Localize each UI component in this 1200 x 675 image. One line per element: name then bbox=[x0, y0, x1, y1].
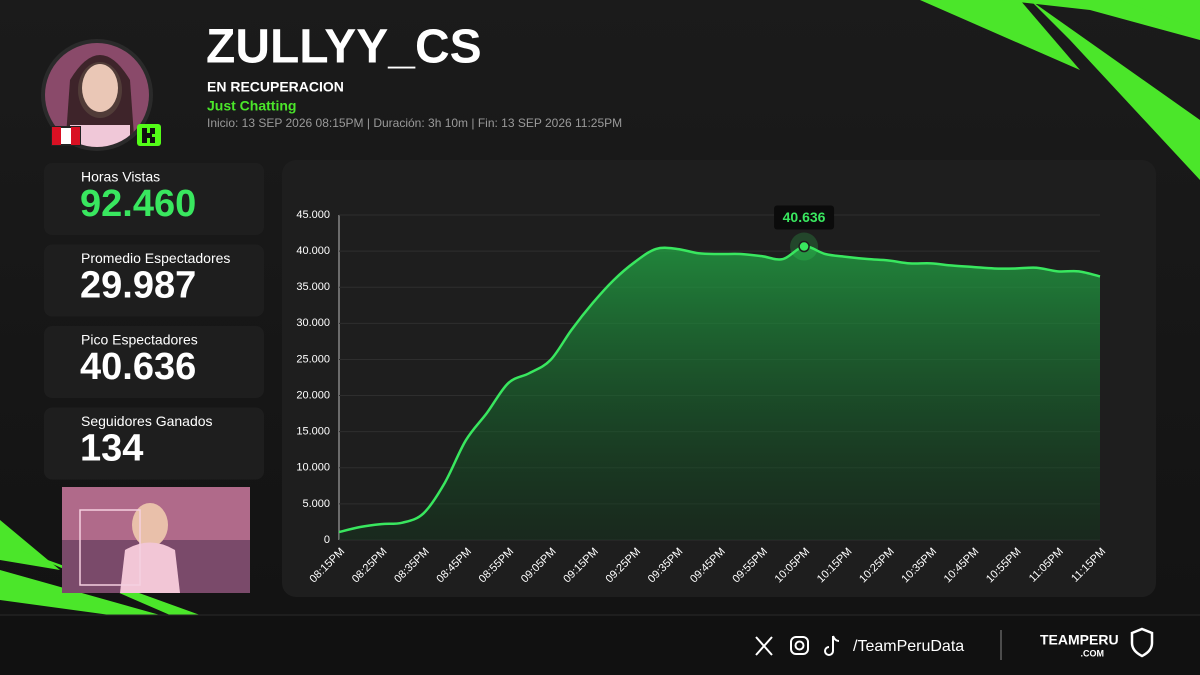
stat-card bbox=[44, 326, 264, 398]
brand: TEAMPERU bbox=[1040, 632, 1119, 648]
stat-label: Promedio Espectadores bbox=[81, 250, 230, 266]
stat-label: Seguidores Ganados bbox=[81, 413, 213, 429]
peak-point bbox=[798, 240, 810, 253]
brand-logo bbox=[1130, 627, 1154, 658]
y-tick-label: 10.000 bbox=[296, 462, 330, 474]
line bbox=[338, 245, 1101, 534]
stat-card bbox=[44, 163, 264, 235]
y-tick-label: 5.000 bbox=[302, 498, 330, 510]
y-tick-label: 45.000 bbox=[296, 209, 330, 221]
stat-label: Horas Vistas bbox=[81, 169, 160, 185]
stat-value: 92.460 bbox=[80, 183, 196, 225]
stat-card bbox=[44, 407, 264, 480]
footer bbox=[0, 615, 1200, 675]
y-tick-label: 20.000 bbox=[296, 389, 330, 401]
avatar bbox=[41, 39, 161, 151]
title: ZULLYY_CS bbox=[206, 21, 482, 74]
data-label: 40.636 bbox=[783, 209, 826, 225]
y-tick-label: 35.000 bbox=[296, 281, 330, 293]
y-tick-label: 30.000 bbox=[296, 317, 330, 329]
social-icons bbox=[755, 635, 840, 656]
status: EN RECUPERACION bbox=[207, 79, 344, 95]
stat-value: 134 bbox=[80, 428, 143, 470]
y-tick-label: 15.000 bbox=[296, 426, 330, 438]
stream-info: Inicio: 13 SEP 2026 08:15PM | Duración: … bbox=[207, 116, 622, 130]
category: Just Chatting bbox=[207, 98, 296, 114]
stat-value: 29.987 bbox=[80, 265, 196, 307]
stat-value: 40.636 bbox=[80, 346, 196, 388]
thumbnail bbox=[62, 487, 250, 593]
stat-card bbox=[44, 244, 264, 317]
tooltip-box bbox=[774, 205, 835, 230]
y-tick-label: 0 bbox=[324, 534, 330, 546]
social-handle: /TeamPeruData bbox=[853, 638, 964, 655]
y-tick-label: 40.000 bbox=[296, 245, 330, 257]
stat-label: Pico Espectadores bbox=[81, 332, 198, 348]
y-tick-label: 25.000 bbox=[296, 353, 330, 365]
brand-sub: .COM bbox=[1081, 648, 1105, 658]
area bbox=[339, 246, 1100, 540]
